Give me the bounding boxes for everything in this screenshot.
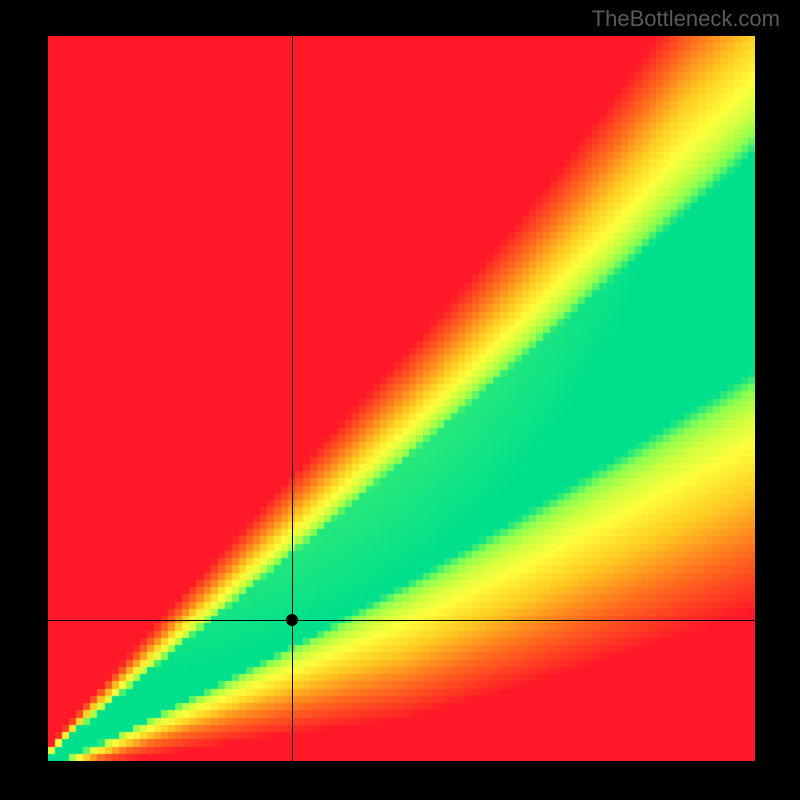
crosshair-vertical: [292, 36, 293, 761]
crosshair-horizontal: [48, 620, 755, 621]
watermark-text: TheBottleneck.com: [592, 6, 780, 32]
marker-dot: [286, 614, 298, 626]
heatmap-canvas: [48, 36, 755, 761]
heatmap-plot: [48, 36, 755, 761]
